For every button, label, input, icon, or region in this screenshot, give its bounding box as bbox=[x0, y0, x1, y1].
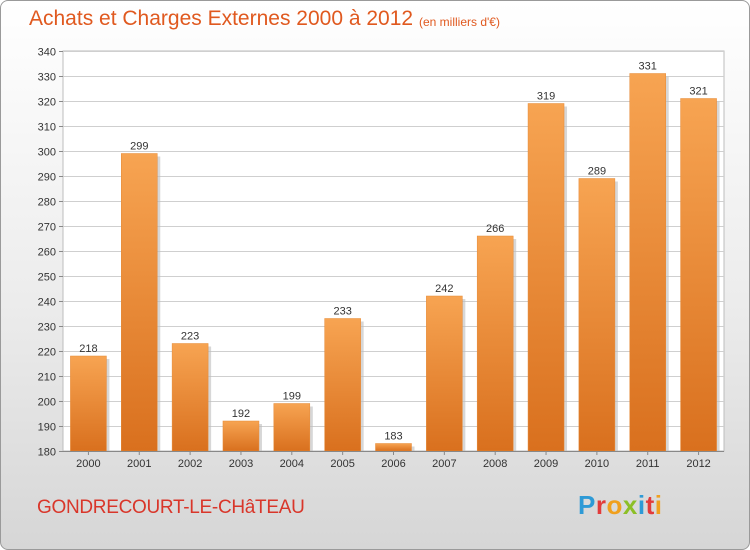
x-tick-label-2002: 2002 bbox=[178, 458, 202, 470]
x-tick-label-2007: 2007 bbox=[432, 458, 456, 470]
bar-2007 bbox=[426, 295, 463, 452]
x-tick-label-2008: 2008 bbox=[483, 458, 507, 470]
bar-2006 bbox=[375, 443, 412, 452]
chart-title: Achats et Charges Externes 2000 à 2012 bbox=[29, 7, 414, 30]
bar-2003 bbox=[222, 420, 260, 452]
chart-subtitle: (en milliers d'€) bbox=[419, 15, 500, 29]
bar-2011 bbox=[629, 73, 666, 452]
proxiti-logo[interactable]: Proxiti bbox=[578, 490, 662, 521]
y-tick-label: 340 bbox=[38, 47, 56, 59]
value-label-2006: 183 bbox=[384, 431, 402, 443]
bar-2009 bbox=[527, 103, 565, 452]
y-tick-label: 230 bbox=[38, 322, 56, 334]
value-label-2012: 321 bbox=[689, 86, 707, 98]
value-label-2008: 266 bbox=[486, 223, 504, 235]
x-axis: 2000 2001 2002 2003 2004 2005 2006 2007 2008 2009… bbox=[63, 451, 724, 470]
y-tick-label: 250 bbox=[38, 272, 56, 284]
logo-letter: P bbox=[578, 490, 596, 520]
x-tick-label-2011: 2011 bbox=[636, 458, 660, 470]
y-tick-label: 280 bbox=[38, 197, 56, 209]
value-label-2004: 199 bbox=[283, 391, 301, 403]
value-label-2007: 242 bbox=[435, 283, 453, 295]
y-tick-label: 330 bbox=[38, 72, 56, 84]
x-tick-label-2005: 2005 bbox=[330, 458, 354, 470]
bar-2010 bbox=[578, 178, 616, 452]
logo-letter: x bbox=[622, 490, 638, 520]
bar-2004 bbox=[273, 403, 311, 452]
bar-2000 bbox=[70, 355, 107, 452]
bar-2001 bbox=[121, 153, 158, 452]
y-axis: 180 190 200 210 220 230 240 250 260 270 280 290 300 3… bbox=[38, 47, 63, 459]
value-label-2000: 218 bbox=[79, 343, 97, 355]
y-tick-label: 310 bbox=[38, 122, 56, 134]
y-tick-label: 320 bbox=[38, 97, 56, 109]
value-label-2005: 233 bbox=[333, 306, 351, 318]
y-tick-label: 200 bbox=[38, 397, 56, 409]
y-tick-label: 220 bbox=[38, 347, 56, 359]
value-label-2001: 299 bbox=[130, 141, 148, 153]
x-tick-label-2001: 2001 bbox=[127, 458, 151, 470]
y-tick-label: 210 bbox=[38, 372, 56, 384]
logo-letter: o bbox=[606, 490, 623, 520]
y-tick-label: 190 bbox=[38, 422, 56, 434]
bar-2012 bbox=[680, 98, 717, 452]
value-label-2011: 331 bbox=[639, 61, 657, 73]
value-label-2003: 192 bbox=[232, 408, 250, 420]
x-tick-label-2012: 2012 bbox=[686, 458, 710, 470]
location-name: GONDRECOURT-LE-CHâTEAU bbox=[37, 497, 305, 518]
bar-2002 bbox=[171, 343, 209, 452]
x-tick-label-2000: 2000 bbox=[76, 458, 100, 470]
x-tick-label-2010: 2010 bbox=[585, 458, 609, 470]
logo-letter: t bbox=[645, 490, 655, 520]
value-label-2002: 223 bbox=[181, 331, 199, 343]
x-tick-label-2004: 2004 bbox=[280, 458, 304, 470]
y-tick-label: 180 bbox=[38, 447, 56, 459]
value-label-2009: 319 bbox=[537, 91, 555, 103]
x-tick-label-2003: 2003 bbox=[229, 458, 253, 470]
bars: 218 299 223 192 199 233 183 242 266 319 289 331 321 bbox=[70, 61, 720, 452]
x-tick-label-2009: 2009 bbox=[534, 458, 558, 470]
y-tick-label: 240 bbox=[38, 297, 56, 309]
bar-2008 bbox=[476, 235, 514, 452]
logo-letter: r bbox=[595, 490, 607, 520]
y-tick-label: 290 bbox=[38, 172, 56, 184]
y-tick-label: 270 bbox=[38, 222, 56, 234]
logo-letter: i bbox=[637, 490, 646, 520]
y-tick-label: 300 bbox=[38, 147, 56, 159]
y-tick-label: 260 bbox=[38, 247, 56, 259]
x-tick-label-2006: 2006 bbox=[381, 458, 405, 470]
grid-lines bbox=[62, 50, 725, 452]
value-label-2010: 289 bbox=[588, 166, 606, 178]
bar-2005 bbox=[324, 318, 361, 452]
logo-letter: i bbox=[654, 490, 663, 520]
